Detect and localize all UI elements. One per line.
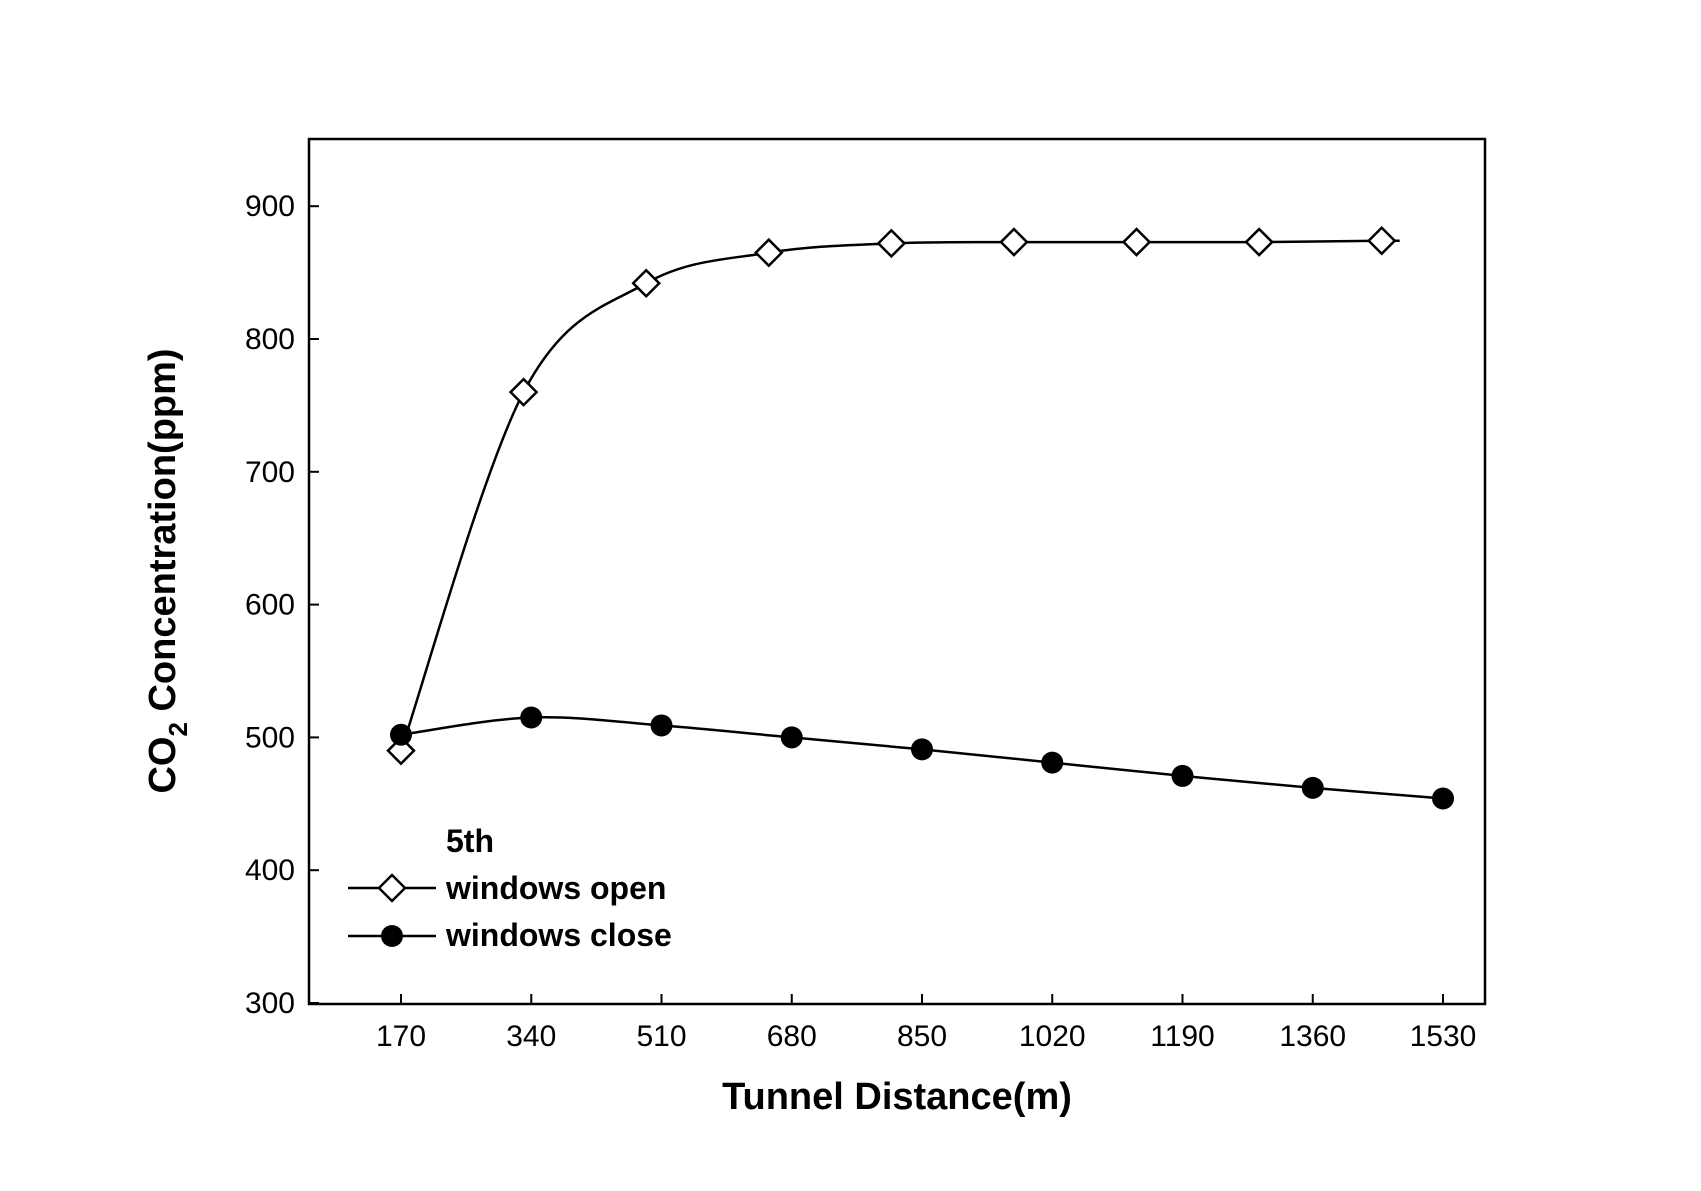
x-tick-label: 1020 bbox=[1019, 1020, 1086, 1053]
legend: 5th windows open windows close bbox=[348, 823, 672, 953]
data-point-open-6 bbox=[1121, 227, 1152, 257]
x-axis-title: Tunnel Distance(m) bbox=[722, 1076, 1072, 1118]
legend-label-windows-open: windows open bbox=[445, 870, 666, 906]
data-point-open-0 bbox=[386, 735, 416, 766]
series-layer bbox=[386, 225, 1454, 810]
x-tick-label: 1360 bbox=[1279, 1020, 1346, 1053]
x-tick-label: 1190 bbox=[1150, 1020, 1215, 1053]
y-axis-title-main: CO bbox=[142, 737, 184, 794]
x-tick-label: 1530 bbox=[1410, 1020, 1477, 1053]
data-point-close-1 bbox=[520, 706, 543, 729]
data-point-open-3 bbox=[753, 237, 784, 268]
y-axis-title-subscript: 2 bbox=[163, 722, 193, 736]
legend-marker-filled-circle-icon bbox=[381, 925, 403, 947]
data-point-open-1 bbox=[508, 377, 539, 407]
y-tick-label: 500 bbox=[245, 721, 295, 754]
data-point-close-3 bbox=[780, 726, 803, 749]
y-tick-label: 400 bbox=[245, 854, 295, 887]
data-point-close-6 bbox=[1171, 764, 1194, 787]
x-tick-label: 340 bbox=[506, 1020, 556, 1053]
data-point-close-8 bbox=[1432, 787, 1454, 810]
legend-title: 5th bbox=[446, 823, 494, 859]
legend-marker-open-diamond-icon bbox=[377, 873, 407, 903]
data-point-close-4 bbox=[911, 738, 933, 761]
data-point-open-7 bbox=[1244, 227, 1274, 257]
plot-frame bbox=[307, 137, 1487, 1006]
data-point-close-2 bbox=[650, 714, 673, 737]
data-point-open-8 bbox=[1366, 225, 1397, 256]
x-tick-label: 680 bbox=[767, 1020, 817, 1053]
data-point-open-5 bbox=[999, 227, 1029, 257]
x-tick-label: 510 bbox=[636, 1020, 686, 1053]
y-tick-label: 600 bbox=[245, 589, 295, 622]
data-point-open-2 bbox=[631, 268, 661, 298]
data-point-open-4 bbox=[876, 228, 907, 259]
y-axis-title-rest: Concentration(ppm) bbox=[142, 348, 184, 722]
y-tick-label: 800 bbox=[245, 323, 295, 356]
y-axis: 300 400 500 600 700 800 900 bbox=[245, 190, 319, 1020]
x-tick-label: 170 bbox=[376, 1020, 426, 1053]
x-tick-label: 850 bbox=[897, 1020, 947, 1053]
legend-label-windows-close: windows close bbox=[445, 917, 672, 953]
data-point-close-7 bbox=[1301, 776, 1324, 799]
data-point-close-5 bbox=[1041, 751, 1064, 774]
y-axis-title: CO2 Concentration(ppm) bbox=[142, 348, 193, 793]
y-tick-label: 900 bbox=[245, 190, 295, 223]
data-point-close-0 bbox=[390, 723, 412, 746]
x-axis: 170 340 510 680 850 1020 1190 1360 1530 bbox=[376, 994, 1476, 1053]
y-tick-label: 700 bbox=[245, 456, 295, 489]
y-tick-label: 300 bbox=[245, 987, 295, 1020]
